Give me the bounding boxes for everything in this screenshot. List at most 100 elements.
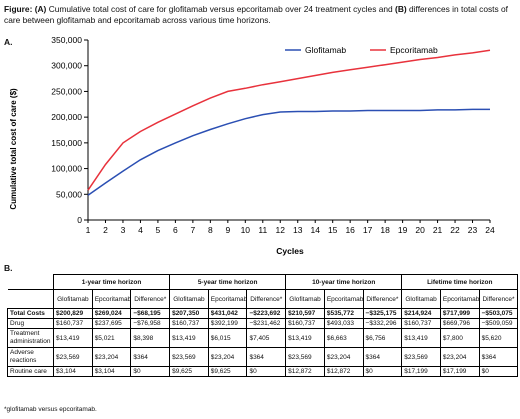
table-cell: $9,625 bbox=[169, 366, 209, 377]
column-header: Glofitamab bbox=[53, 289, 93, 309]
table-cell: $200,829 bbox=[53, 308, 93, 319]
caption-a-text: Cumulative total cost of care for glofit… bbox=[48, 4, 393, 14]
caption-a-marker: (A) bbox=[34, 4, 47, 14]
x-tick-label: 16 bbox=[345, 225, 355, 235]
y-tick-label: 250,000 bbox=[51, 86, 82, 96]
x-axis-label: Cycles bbox=[276, 246, 304, 256]
x-tick-label: 5 bbox=[156, 225, 161, 235]
table-cell: $3,104 bbox=[91, 366, 132, 377]
table-cell: $23,569 bbox=[169, 347, 209, 367]
x-tick-label: 3 bbox=[121, 225, 126, 235]
column-header: Difference* bbox=[246, 289, 287, 309]
table-row: Adverse reactions $23,569 $23,204 $364 $23,5… bbox=[7, 347, 519, 367]
row-label: Adverse reactions bbox=[7, 347, 54, 367]
cost-table: 1-year time horizon 5-year time horizon … bbox=[7, 274, 519, 377]
x-tick-label: 22 bbox=[450, 225, 460, 235]
x-tick-label: 23 bbox=[468, 225, 478, 235]
table-cell: $160,737 bbox=[401, 318, 441, 329]
table-cell: $23,569 bbox=[401, 347, 441, 367]
y-tick-label: 300,000 bbox=[51, 61, 82, 71]
table-cell: $7,800 bbox=[439, 328, 480, 348]
horizon-header: Lifetime time horizon bbox=[401, 274, 519, 290]
table-corner bbox=[7, 274, 54, 290]
table-row: Routine care $3,104 $3,104 $0 $9,625 $9,625 $0… bbox=[7, 366, 519, 377]
table-cell: $6,015 bbox=[207, 328, 248, 348]
horizon-header: 10-year time horizon bbox=[285, 274, 403, 290]
table-cell: $0 bbox=[246, 366, 287, 377]
column-header: Epcoritamab bbox=[91, 289, 132, 309]
chart-axes: 0 50,000 100,000 150,000 200,000 250,000 300,0… bbox=[51, 36, 495, 235]
row-label: Routine care bbox=[7, 366, 54, 377]
table-cell: $5,620 bbox=[478, 328, 519, 348]
table-subheader-row: Glofitamab Epcoritamab Difference* Glofitam… bbox=[7, 289, 519, 309]
table-row: Total Costs $200,829 $269,024 −$68,195 $207,… bbox=[7, 308, 519, 319]
x-tick-label: 24 bbox=[485, 225, 495, 235]
legend-label: Glofitamab bbox=[305, 45, 346, 55]
table-cell: $17,199 bbox=[401, 366, 441, 377]
table-cell: $160,737 bbox=[53, 318, 93, 329]
column-header: Difference* bbox=[130, 289, 171, 309]
table-cell: $392,199 bbox=[207, 318, 248, 329]
x-tick-label: 14 bbox=[310, 225, 320, 235]
table-row: Drug $160,737 $237,695 −$76,958 $160,737 $392… bbox=[7, 318, 519, 329]
column-header: Epcoritamab bbox=[439, 289, 480, 309]
x-tick-label: 13 bbox=[293, 225, 303, 235]
series-line-epcoritamab bbox=[87, 49, 491, 191]
caption-b-marker: (B) bbox=[395, 4, 407, 14]
x-tick-label: 10 bbox=[241, 225, 251, 235]
table-cell: $669,796 bbox=[439, 318, 480, 329]
table-cell: −$503,075 bbox=[478, 308, 519, 319]
table-cell: −$76,958 bbox=[130, 318, 171, 329]
table-cell: $7,405 bbox=[246, 328, 287, 348]
table-cell: $0 bbox=[362, 366, 403, 377]
table-cell: $364 bbox=[478, 347, 519, 367]
row-label: Drug bbox=[7, 318, 54, 329]
table-cell: −$332,296 bbox=[362, 318, 403, 329]
legend-label: Epcoritamab bbox=[390, 45, 438, 55]
table-cell: $207,350 bbox=[169, 308, 209, 319]
horizon-header: 5-year time horizon bbox=[169, 274, 287, 290]
table-cell: $160,737 bbox=[285, 318, 325, 329]
chart-legend: Glofitamab Epcoritamab bbox=[285, 45, 438, 55]
caption-b-text: differences in total costs of care betwe… bbox=[4, 4, 509, 25]
table-cell: $364 bbox=[246, 347, 287, 367]
y-tick-label: 0 bbox=[77, 215, 82, 225]
horizon-header: 1-year time horizon bbox=[52, 274, 171, 290]
table-cell: $3,104 bbox=[53, 366, 93, 377]
table-cell: $12,872 bbox=[285, 366, 325, 377]
series-line-glofitamab bbox=[87, 108, 490, 196]
table-cell: $364 bbox=[362, 347, 403, 367]
table-cell: $23,204 bbox=[323, 347, 364, 367]
table-cell: $9,625 bbox=[207, 366, 248, 377]
table-cell: $23,569 bbox=[53, 347, 93, 367]
table-cell: −$223,692 bbox=[246, 308, 287, 319]
figure-caption: Figure: (A) Cumulative total cost of car… bbox=[4, 4, 516, 26]
table-cell: $431,042 bbox=[207, 308, 248, 319]
table-cell: $214,924 bbox=[401, 308, 441, 319]
table-cell: $0 bbox=[130, 366, 171, 377]
column-header: Difference* bbox=[362, 289, 403, 309]
y-tick-label: 100,000 bbox=[51, 164, 82, 174]
column-header: Difference* bbox=[478, 289, 519, 309]
table-row: Treatment administration $13,419 $5,021 $8,… bbox=[7, 328, 519, 348]
table-cell: $13,419 bbox=[53, 328, 93, 348]
x-tick-label: 2 bbox=[103, 225, 108, 235]
table-cell: $12,872 bbox=[323, 366, 364, 377]
table-cell: −$68,195 bbox=[130, 308, 171, 319]
x-tick-label: 15 bbox=[328, 225, 338, 235]
table-cell: $160,737 bbox=[169, 318, 209, 329]
x-tick-label: 9 bbox=[225, 225, 230, 235]
line-chart: 0 50,000 100,000 150,000 200,000 250,000 300,0… bbox=[9, 36, 495, 256]
panel-a-label: A. bbox=[4, 37, 13, 47]
row-label: Treatment administration bbox=[7, 328, 54, 348]
table-cell: $13,419 bbox=[285, 328, 325, 348]
table-cell: $23,569 bbox=[285, 347, 325, 367]
x-tick-label: 12 bbox=[276, 225, 286, 235]
x-tick-label: 7 bbox=[191, 225, 196, 235]
table-cell: $237,695 bbox=[91, 318, 132, 329]
table-cell: $6,663 bbox=[323, 328, 364, 348]
table-cell: $23,204 bbox=[91, 347, 132, 367]
x-tick-label: 21 bbox=[433, 225, 443, 235]
table-cell: $493,033 bbox=[323, 318, 364, 329]
table-cell: $717,999 bbox=[439, 308, 480, 319]
